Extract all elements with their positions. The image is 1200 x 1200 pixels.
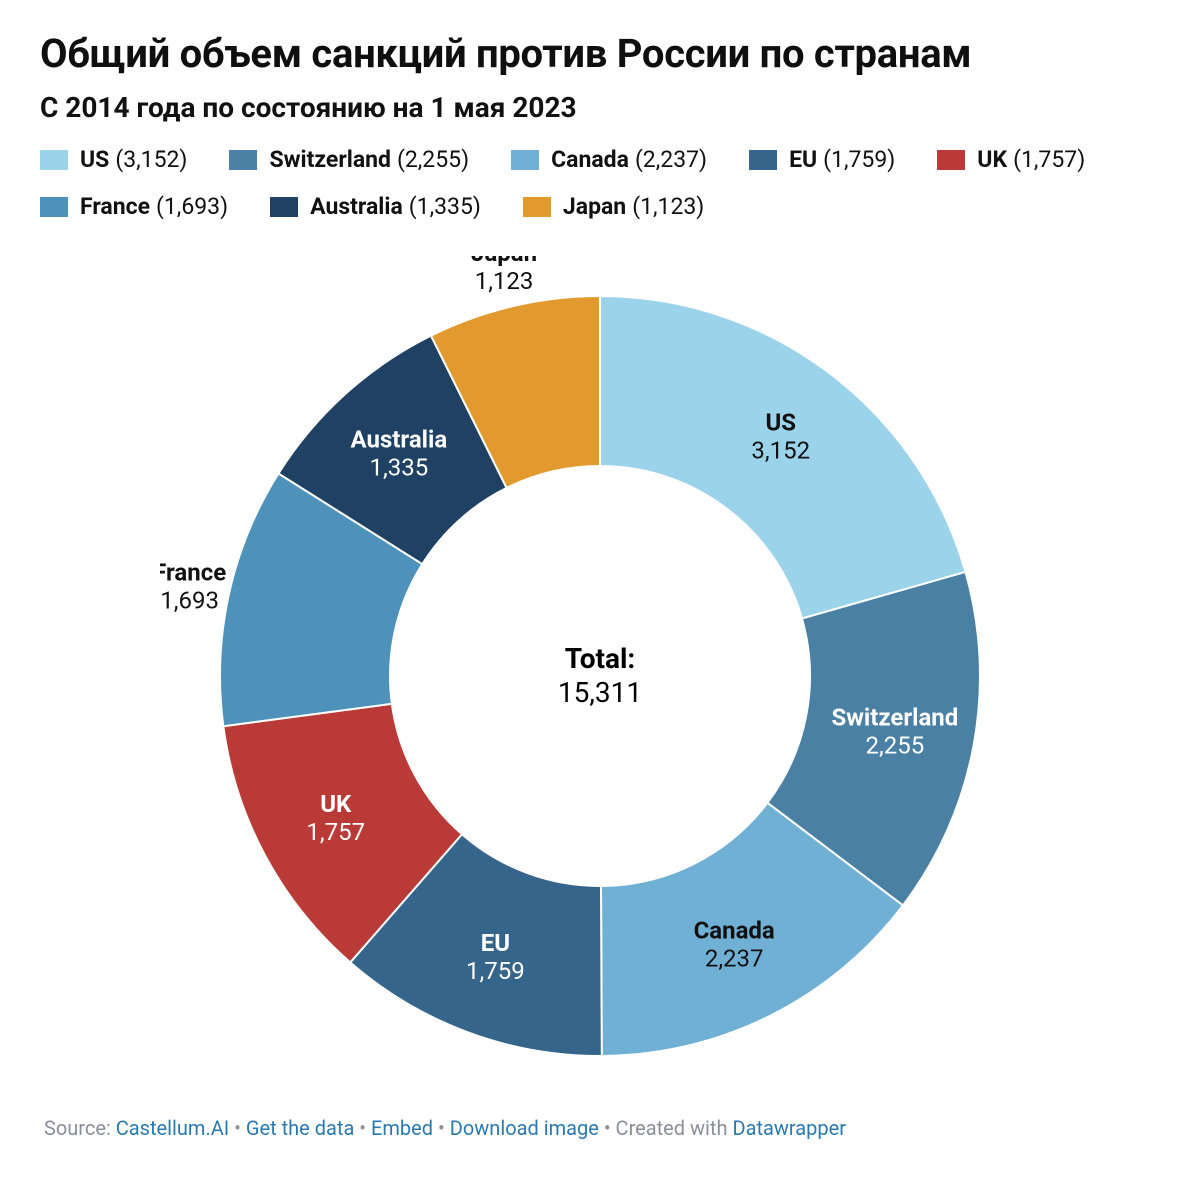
legend-swatch <box>523 197 551 217</box>
footer-link[interactable]: Download image <box>450 1116 599 1140</box>
footer-link[interactable]: Get the data <box>246 1116 354 1140</box>
footer-separator: • <box>359 1116 366 1140</box>
footer-created-label: Created with <box>616 1116 733 1140</box>
legend-value: (2,237) <box>635 142 707 179</box>
legend-swatch <box>229 150 257 170</box>
legend-item: UK (1,757) <box>937 142 1085 179</box>
slice-label: Canada2,237 <box>694 916 775 972</box>
footer-source-label: Source: <box>44 1116 116 1140</box>
legend-swatch <box>40 150 68 170</box>
legend-swatch <box>937 150 965 170</box>
footer-link[interactable]: Castellum.AI <box>116 1116 229 1140</box>
footer-separator: • <box>438 1116 445 1140</box>
legend-item: Switzerland (2,255) <box>229 142 469 179</box>
legend-name: Australia <box>310 189 403 226</box>
footer-separator: • <box>604 1116 611 1140</box>
legend-value: (2,255) <box>397 142 469 179</box>
legend-name: Japan <box>563 189 626 226</box>
legend-value: (1,759) <box>823 142 895 179</box>
legend-swatch <box>749 150 777 170</box>
legend-item: Japan (1,123) <box>523 189 704 226</box>
footer-link[interactable]: Datawrapper <box>732 1116 846 1140</box>
legend-item: Australia (1,335) <box>270 189 481 226</box>
center-total-label: Total:15,311 <box>558 642 642 709</box>
donut-chart: US3,152Switzerland2,255Canada2,237EU1,75… <box>40 256 1160 1086</box>
legend-name: US <box>80 142 109 179</box>
legend-swatch <box>511 150 539 170</box>
chart-subtitle: С 2014 года по состоянию на 1 мая 2023 <box>40 91 1160 124</box>
chart-footer: Source: Castellum.AI • Get the data • Em… <box>40 1116 1160 1140</box>
legend-name: EU <box>789 142 817 179</box>
chart-title: Общий объем санкций против России по стр… <box>40 30 1160 77</box>
legend-item: Canada (2,237) <box>511 142 707 179</box>
slice-label: France1,693 <box>160 558 226 614</box>
legend-item: EU (1,759) <box>749 142 895 179</box>
legend-name: Switzerland <box>269 142 391 179</box>
footer-separator: • <box>234 1116 241 1140</box>
footer-link[interactable]: Embed <box>371 1116 433 1140</box>
legend-name: France <box>80 189 150 226</box>
legend-value: (1,335) <box>409 189 481 226</box>
legend-value: (1,123) <box>632 189 704 226</box>
legend-value: (1,693) <box>156 189 228 226</box>
legend-swatch <box>270 197 298 217</box>
legend-item: France (1,693) <box>40 189 228 226</box>
legend-item: US (3,152) <box>40 142 187 179</box>
legend-value: (1,757) <box>1013 142 1085 179</box>
slice-label: Japan1,123 <box>471 256 537 295</box>
legend-name: UK <box>977 142 1007 179</box>
legend-swatch <box>40 197 68 217</box>
chart-legend: US (3,152) Switzerland (2,255) Canada (2,2… <box>40 142 1160 226</box>
legend-value: (3,152) <box>115 142 187 179</box>
legend-name: Canada <box>551 142 629 179</box>
